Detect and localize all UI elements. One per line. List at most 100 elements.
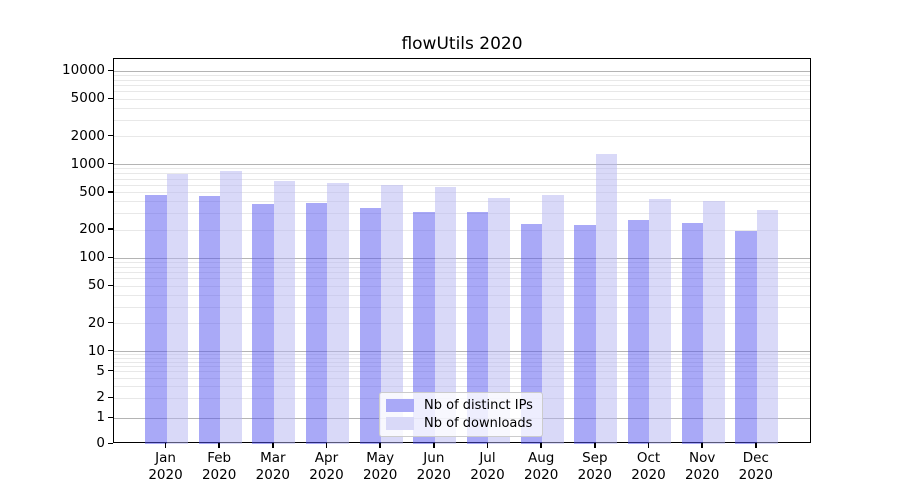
x-axis-tick (272, 443, 274, 449)
plot-area (113, 58, 811, 445)
bar-distinct-ips (735, 231, 757, 445)
grid-line-minor (114, 168, 810, 170)
x-tick-month: Dec (742, 450, 769, 466)
bar-downloads (756, 209, 779, 445)
x-tick-label: Oct 2020 (616, 450, 680, 484)
grid-line-minor (114, 79, 810, 81)
x-tick-year: 2020 (470, 467, 505, 483)
x-axis-tick (379, 443, 381, 449)
grid-line-minor (114, 213, 810, 215)
grid-line-major (114, 351, 810, 352)
y-axis-tick (108, 97, 113, 100)
grid-line-minor (114, 272, 810, 274)
grid-line-minor (114, 371, 810, 373)
y-axis-tick (108, 416, 113, 418)
x-tick-year: 2020 (416, 467, 451, 483)
grid-line-minor (114, 357, 810, 359)
grid-line-minor (114, 386, 810, 388)
grid-line-minor (114, 74, 810, 76)
y-axis-tick (108, 284, 113, 287)
grid-line-minor (114, 354, 810, 356)
grid-line-minor (114, 85, 810, 87)
grid-line-minor (114, 173, 810, 175)
bar-downloads (595, 154, 618, 445)
x-tick-label: Jun 2020 (402, 450, 466, 484)
y-tick-label: 2 (96, 389, 105, 406)
y-tick-label: 500 (79, 183, 105, 200)
bar-downloads (220, 170, 242, 445)
y-tick-label: 1 (96, 409, 105, 426)
x-axis-tick (701, 443, 703, 449)
x-tick-label: Mar 2020 (241, 450, 305, 484)
x-axis-tick (164, 443, 167, 449)
x-axis-tick (218, 443, 220, 449)
grid-line-minor (114, 98, 810, 100)
legend-swatch-distinct-ips (386, 399, 414, 412)
x-tick-month: Mar (260, 450, 286, 466)
x-tick-month: Oct (636, 450, 661, 466)
bar-downloads (166, 173, 188, 445)
grid-line-minor (114, 278, 810, 280)
legend-swatch-downloads (386, 417, 414, 430)
bar-distinct-ips (359, 207, 382, 445)
x-tick-label: Aug 2020 (509, 450, 573, 484)
x-tick-year: 2020 (309, 467, 344, 483)
y-axis-tick (108, 442, 113, 444)
bar-downloads (488, 198, 510, 445)
bar-downloads (273, 180, 296, 445)
legend: Nb of distinct IPs Nb of downloads (379, 392, 543, 437)
bar-downloads (327, 183, 349, 445)
y-tick-label: 50 (87, 277, 105, 294)
x-tick-year: 2020 (523, 467, 559, 483)
bar-distinct-ips (413, 211, 435, 445)
bar-distinct-ips (198, 196, 221, 445)
x-axis-tick (755, 443, 757, 449)
x-tick-month: Feb (207, 450, 232, 466)
grid-line-minor (114, 323, 810, 325)
grid-line-minor (114, 294, 810, 296)
x-tick-label: Jul 2020 (455, 450, 519, 484)
x-tick-year: 2020 (148, 467, 183, 483)
bar-distinct-ips (145, 195, 167, 445)
legend-entry-distinct-ips: Nb of distinct IPs (386, 398, 533, 413)
x-tick-label: Feb 2020 (187, 450, 251, 484)
y-axis-tick (108, 163, 113, 165)
grid-line-minor (114, 377, 810, 379)
y-axis-tick (108, 396, 113, 398)
x-tick-year: 2020 (631, 467, 666, 483)
chart-title: flowUtils 2020 (401, 34, 523, 54)
y-tick-label: 10000 (62, 62, 105, 79)
bar-downloads (542, 195, 564, 445)
x-tick-label: Jan 2020 (134, 450, 198, 484)
bar-distinct-ips (305, 203, 328, 445)
bar-downloads (703, 200, 725, 445)
bar-distinct-ips (252, 203, 274, 445)
grid-line-minor (114, 192, 810, 194)
y-tick-label: 5 (96, 362, 105, 379)
grid-line-minor (114, 184, 810, 186)
grid-line-minor (114, 261, 810, 263)
bar-downloads (381, 184, 403, 445)
y-tick-label: 10 (87, 342, 105, 359)
grid-line-minor (114, 306, 810, 308)
x-axis-tick (594, 443, 596, 449)
y-tick-label: 0 (96, 435, 105, 452)
x-tick-month: Jun (423, 450, 445, 466)
y-axis-tick (108, 350, 113, 352)
x-axis-tick (486, 443, 489, 449)
x-axis-tick (325, 443, 328, 449)
y-tick-label: 1000 (70, 155, 105, 172)
grid-line-minor (114, 361, 810, 363)
x-tick-label: May 2020 (348, 450, 412, 484)
grid-line-minor (114, 229, 810, 231)
x-tick-month: Jan (155, 450, 176, 466)
x-tick-year: 2020 (201, 467, 237, 483)
grid-line-major (114, 164, 810, 165)
y-tick-label: 200 (79, 221, 105, 238)
x-tick-year: 2020 (362, 467, 398, 483)
x-tick-month: Nov (688, 450, 716, 466)
grid-line-minor (114, 91, 810, 93)
grid-line-minor (114, 285, 810, 287)
y-axis-tick (108, 134, 113, 137)
bar-distinct-ips (627, 220, 650, 445)
